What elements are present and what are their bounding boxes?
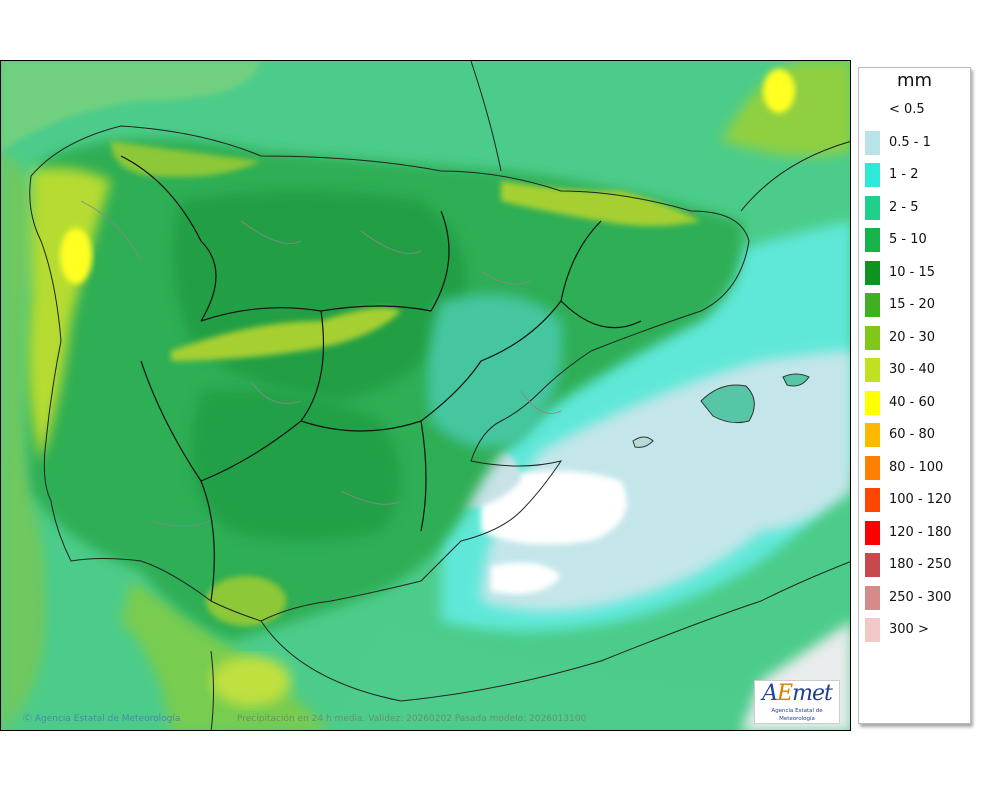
- morocco-coastline: [210, 650, 214, 730]
- legend-swatch: [865, 423, 880, 447]
- cadiz-yellow: [211, 656, 291, 706]
- legend-item: 15 - 20: [865, 293, 965, 317]
- legend-label: 30 - 40: [889, 362, 936, 377]
- ibiza: [632, 436, 654, 448]
- credit-text: Agencia Estatal de Meteorología: [34, 714, 181, 724]
- alboran-field: [331, 621, 850, 730]
- legend-swatch: [865, 358, 880, 382]
- africa-coastline: [260, 561, 850, 702]
- legend-swatch: [865, 553, 880, 577]
- legend-label: 20 - 30: [889, 329, 936, 345]
- ne-yellow: [763, 69, 795, 113]
- map-footer: Precipitación en 24 h media. Validez: 20…: [237, 714, 587, 724]
- aemet-logo: AEmet Agencia Estatal de Meteorología: [754, 680, 840, 724]
- legend-swatch: [865, 520, 880, 545]
- west-yellow: [27, 167, 112, 461]
- mallorca: [700, 384, 755, 424]
- legend-label: 40 - 60: [889, 394, 936, 410]
- legend-label: 2 - 5: [889, 199, 919, 215]
- legend-item: 40 - 60: [865, 390, 965, 415]
- legend-label: 100 - 120: [889, 492, 952, 507]
- legend-swatch: [865, 195, 880, 220]
- map-canvas: [1, 61, 850, 730]
- precipitation-map[interactable]: Ⓒ Agencia Estatal de Meteorología Precip…: [0, 60, 851, 731]
- legend-item: 20 - 30: [865, 325, 965, 350]
- legend-label: 1 - 2: [889, 167, 919, 182]
- central-range: [171, 307, 401, 361]
- pyrenees: [501, 181, 701, 226]
- ebro-field: [427, 294, 563, 448]
- legend-label: 60 - 80: [889, 427, 936, 442]
- legend-swatch: [865, 488, 880, 512]
- legend-item: 120 - 180: [865, 520, 965, 545]
- med-white: [481, 471, 627, 545]
- legend-label: 300 >: [889, 622, 929, 637]
- legend-item: 250 - 300: [865, 585, 965, 610]
- legend-label: 10 - 15: [889, 264, 936, 280]
- cantabrian: [111, 141, 261, 177]
- atlantic-field: [1, 151, 46, 730]
- menorca: [782, 373, 810, 387]
- legend-label: 5 - 10: [889, 232, 927, 247]
- legend-swatch: [865, 325, 880, 350]
- legend-swatch: [865, 585, 880, 610]
- legend-item: 0.5 - 1: [865, 130, 965, 155]
- legend-label: < 0.5: [889, 102, 925, 117]
- map-credit: Ⓒ Agencia Estatal de Meteorología: [23, 714, 181, 724]
- med-pale: [481, 351, 850, 611]
- province-borders: [80, 200, 562, 527]
- france-coastline: [740, 141, 850, 212]
- france-border: [470, 61, 502, 172]
- galicia-yellow: [60, 228, 92, 284]
- iberia-coastline: [29, 125, 750, 622]
- legend-swatch: [865, 228, 880, 252]
- legend-label: 80 - 100: [889, 459, 944, 475]
- logo-subtitle: Agencia Estatal de Meteorología: [771, 708, 823, 722]
- legend-item: 180 - 250: [865, 553, 965, 577]
- logo-brand: AEmet: [762, 681, 833, 706]
- legend-swatch: [865, 260, 880, 285]
- atlantic-field: [1, 61, 261, 151]
- legend-label: 250 - 300: [889, 589, 952, 605]
- legend-item: 1 - 2: [865, 163, 965, 187]
- south-field: [191, 389, 401, 541]
- legend-swatch: [865, 163, 880, 187]
- legend-label: 0.5 - 1: [889, 134, 931, 150]
- legend-swatch: [865, 98, 880, 122]
- med-white: [491, 562, 561, 594]
- legend-item: 300 >: [865, 618, 965, 642]
- region-borders: [120, 155, 642, 602]
- legend-swatch: [865, 455, 880, 480]
- legend-item: 5 - 10: [865, 228, 965, 252]
- legend-label: 180 - 250: [889, 557, 952, 572]
- legend-swatch: [865, 390, 880, 415]
- legend-item: 2 - 5: [865, 195, 965, 220]
- legend-swatch: [865, 130, 880, 155]
- legend-label: 120 - 180: [889, 524, 952, 540]
- legend-swatch: [865, 618, 880, 642]
- precipitation-legend: mm < 0.5 0.5 - 1 1 - 2 2 - 5 5 - 10 10 - 15 15…: [858, 67, 971, 724]
- legend-item: 30 - 40: [865, 358, 965, 382]
- legend-swatch: [865, 293, 880, 317]
- legend-item: 10 - 15: [865, 260, 965, 285]
- betic-range: [206, 576, 286, 626]
- legend-item: 80 - 100: [865, 455, 965, 480]
- legend-unit: mm: [896, 70, 933, 91]
- legend-item: 100 - 120: [865, 488, 965, 512]
- legend-label: 15 - 20: [889, 297, 936, 312]
- legend-item: < 0.5: [865, 98, 965, 122]
- legend-item: 60 - 80: [865, 423, 965, 447]
